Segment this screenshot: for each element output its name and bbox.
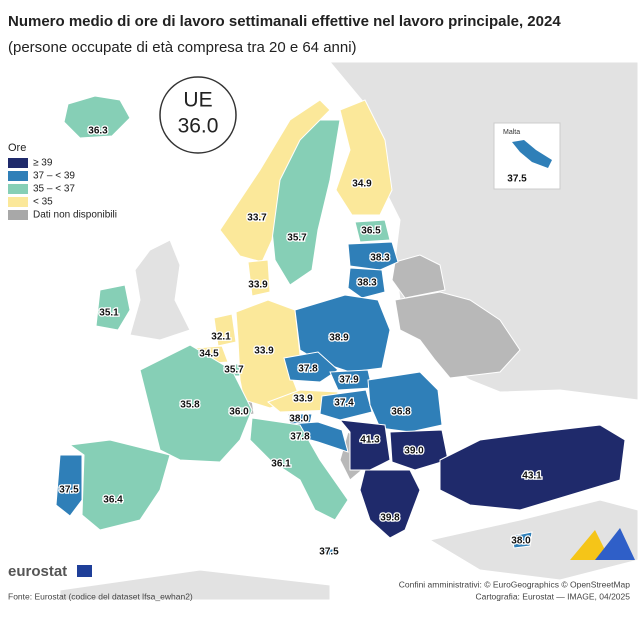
country-value: 36.3 (88, 126, 108, 137)
title: Numero medio di ore di lavoro settimanal… (8, 13, 561, 30)
country-value: 32.1 (211, 332, 231, 343)
deco-blue (595, 528, 635, 560)
country-value: 37.8 (290, 432, 310, 443)
country-value: 38.0 (289, 414, 309, 425)
legend-label: 35 – < 37 (33, 184, 75, 195)
country-value: 34.9 (352, 179, 372, 190)
legend-swatch (8, 158, 28, 168)
legend-swatch (8, 210, 28, 220)
legend-label: < 35 (33, 197, 53, 208)
country-value: 38.3 (370, 253, 390, 264)
source: Fonte: Eurostat (codice del dataset lfsa… (8, 591, 193, 601)
country-shape (68, 439, 171, 531)
country-value: 37.4 (334, 398, 354, 409)
country-shape (335, 99, 393, 216)
eu-badge-label: UE (183, 89, 212, 112)
country-value: 37.9 (339, 375, 359, 386)
country-value: 41.3 (360, 435, 380, 446)
country-value: 39.8 (380, 513, 400, 524)
country-value: 35.1 (99, 308, 119, 319)
legend: Ore ≥ 39 37 – < 39 35 – < 37 < 35 Dati non d… (8, 142, 117, 221)
legend-label: Dati non disponibili (33, 210, 117, 221)
country-shape (439, 424, 626, 511)
credit-line: Cartografia: Eurostat — IMAGE, 04/2025 (476, 591, 631, 601)
legend-swatch (8, 184, 28, 194)
country-value: 35.7 (287, 233, 307, 244)
legend-label: ≥ 39 (33, 158, 53, 169)
country-value: 36.1 (271, 459, 291, 470)
legend-swatch (8, 171, 28, 181)
country-value: 35.8 (180, 400, 200, 411)
country-shape (359, 469, 421, 539)
country-shape (319, 389, 373, 421)
legend-label: 37 – < 39 (33, 171, 75, 182)
country-shape (354, 219, 391, 243)
deco-yellow (570, 530, 610, 560)
logo: eurostat (8, 563, 92, 580)
country-shape (55, 454, 83, 517)
country-value: 37.5 (319, 547, 339, 558)
inset-title: Malta (503, 129, 520, 136)
country-shape (347, 241, 399, 271)
country-value: 33.9 (254, 346, 274, 357)
country-value: 33.9 (293, 394, 313, 405)
legend-title: Ore (8, 142, 26, 154)
eu-badge (159, 76, 237, 154)
country-shape (389, 429, 449, 471)
country-value: 36.0 (229, 407, 249, 418)
country-value: 35.7 (224, 365, 244, 376)
country-shape (347, 267, 386, 299)
country-shape (367, 371, 443, 433)
country-value: 33.7 (247, 213, 267, 224)
eu-badge-value: 36.0 (178, 115, 219, 138)
country-value: 37.8 (298, 364, 318, 375)
country-value: 34.5 (199, 349, 219, 360)
country-value: 43.1 (522, 471, 542, 482)
country-value: 36.5 (361, 226, 381, 237)
country-shape (324, 548, 334, 556)
credit-line: Confini amministrativi: © EuroGeographic… (399, 579, 631, 589)
country-value: 36.4 (103, 495, 123, 506)
region-labels: 36.3 34.9 35.7 33.7 36.5 38.3 38.3 35.1 33.9 32.1… (58, 124, 543, 559)
logo-text: eurostat (8, 563, 67, 580)
country-shape (139, 344, 253, 463)
country-shape (213, 313, 237, 347)
country-value: 38.9 (329, 333, 349, 344)
subtitle: (persone occupate di età compresa tra 20… (8, 39, 357, 56)
country-value: 38.3 (357, 278, 377, 289)
country-shape (249, 417, 349, 521)
country-shape (63, 95, 131, 139)
country-shape (95, 284, 131, 331)
eu-flag (77, 565, 92, 577)
country-shape (247, 259, 271, 297)
country-value: 37.5 (59, 485, 79, 496)
country-shape (219, 99, 331, 263)
inset-island (512, 140, 552, 168)
regions (55, 95, 626, 556)
country-shape (511, 531, 533, 549)
country-value: 39.0 (404, 446, 424, 457)
inset-value: 37.5 (507, 174, 527, 185)
country-value: 38.0 (511, 536, 531, 547)
country-value: 33.9 (248, 280, 268, 291)
country-shape (232, 407, 247, 417)
malta-inset: Malta 37.5 (493, 122, 561, 190)
country-shape (283, 351, 339, 383)
country-value: 36.8 (391, 407, 411, 418)
legend-swatch (8, 197, 28, 207)
